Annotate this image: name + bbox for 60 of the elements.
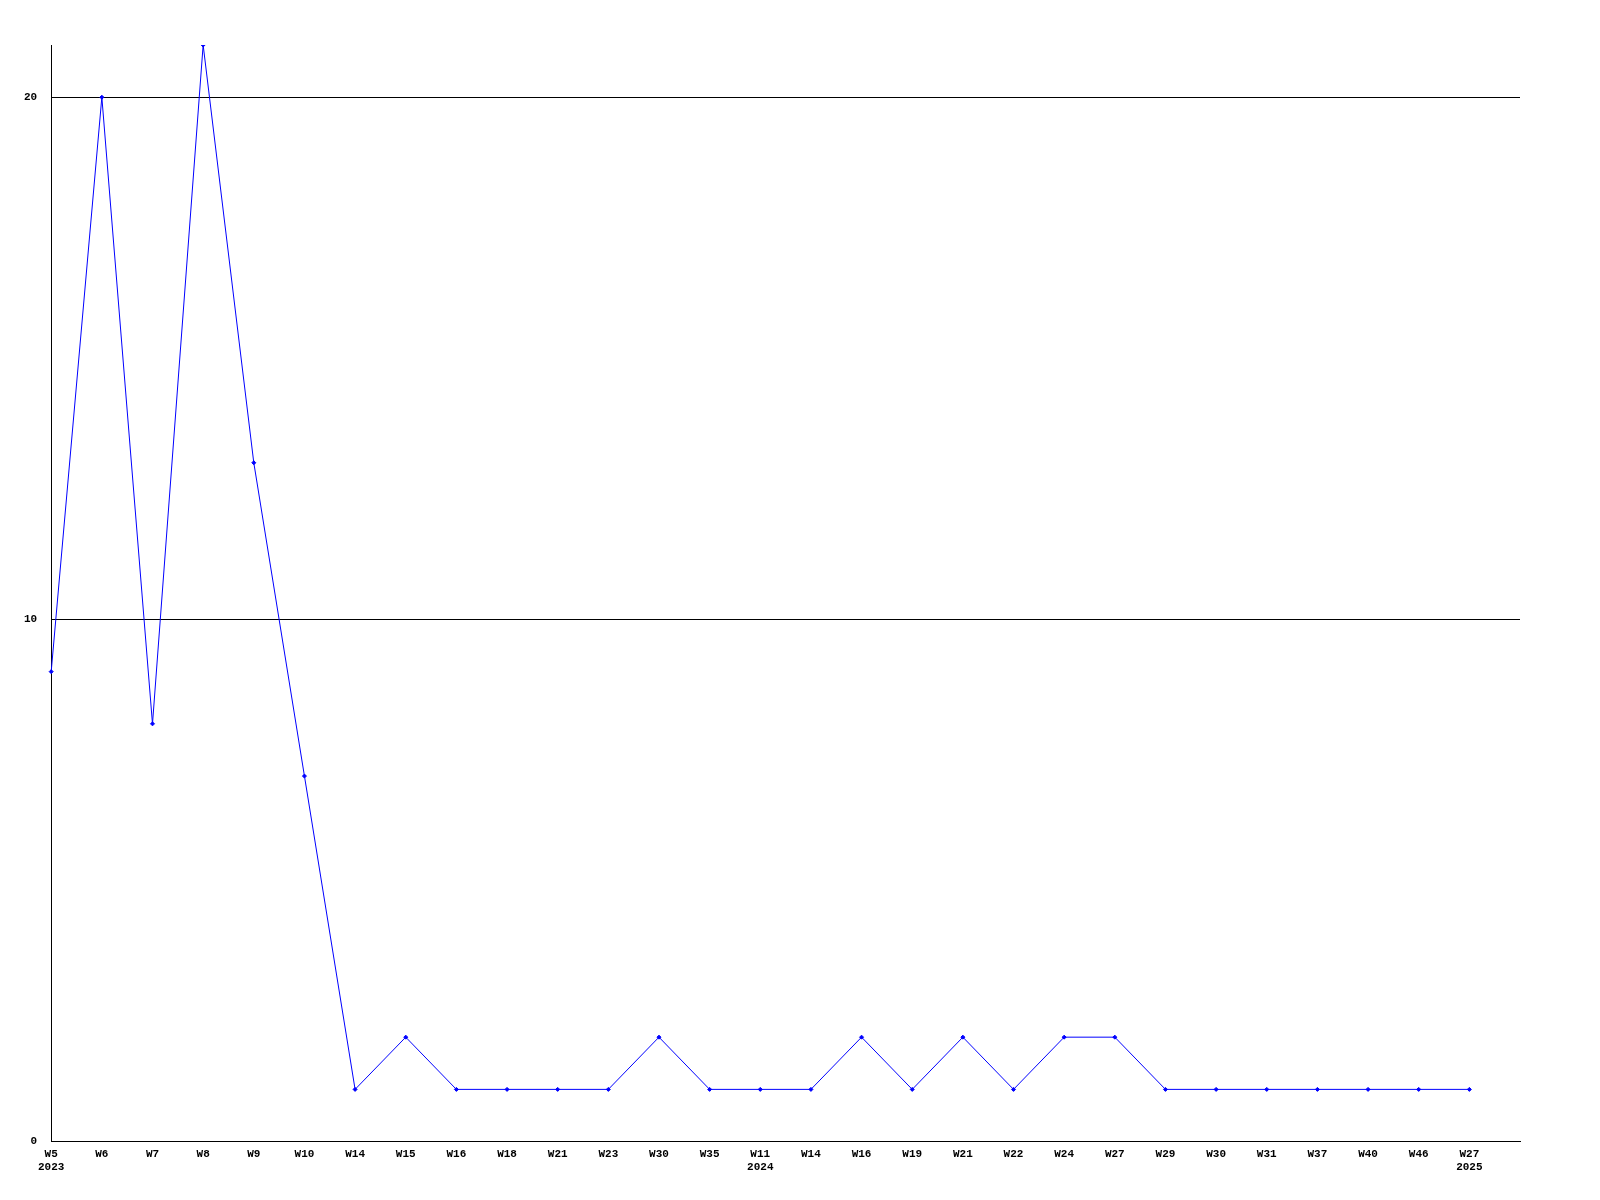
point bbox=[1011, 1086, 1017, 1092]
point bbox=[1162, 1086, 1168, 1092]
x-tick-label: W6 bbox=[95, 1147, 109, 1160]
x-tick-label: W8 bbox=[196, 1147, 211, 1160]
point bbox=[352, 1086, 358, 1092]
x-tick-label: W21 bbox=[547, 1147, 568, 1160]
point bbox=[1264, 1086, 1270, 1092]
point bbox=[757, 1086, 763, 1092]
x-tick-label: W16 bbox=[446, 1147, 467, 1160]
point bbox=[808, 1086, 814, 1092]
point bbox=[453, 1086, 459, 1092]
point bbox=[1061, 1034, 1067, 1040]
x-tick-label: W11 2024 bbox=[747, 1147, 774, 1174]
x-tick-label: W40 bbox=[1358, 1147, 1378, 1160]
point bbox=[403, 1034, 409, 1040]
x-tick-label: W30 bbox=[1206, 1147, 1227, 1160]
point bbox=[48, 669, 54, 675]
x-tick-label: W37 bbox=[1307, 1147, 1328, 1160]
x-tick-label: W5 2023 bbox=[38, 1147, 65, 1174]
y-tick-label: 20 bbox=[24, 90, 38, 103]
x-tick-label: W16 bbox=[851, 1147, 872, 1160]
y-tick-label: 10 bbox=[24, 613, 38, 626]
x-tick-label: W18 bbox=[497, 1147, 518, 1160]
y-tick-label: 0 bbox=[30, 1135, 38, 1148]
point bbox=[504, 1086, 510, 1092]
point bbox=[150, 721, 155, 727]
x-tick-label: W24 bbox=[1054, 1147, 1075, 1160]
x-tick-label: W22 bbox=[1003, 1147, 1024, 1160]
x-tick-label: W31 bbox=[1256, 1147, 1278, 1160]
x-tick-label: W23 bbox=[598, 1147, 619, 1160]
point bbox=[99, 94, 105, 100]
x-tick-label: W14 bbox=[345, 1147, 366, 1160]
x-tick-label: W35 bbox=[699, 1147, 720, 1160]
point bbox=[1365, 1086, 1371, 1092]
point bbox=[1213, 1086, 1219, 1092]
point bbox=[1416, 1086, 1422, 1092]
point bbox=[1112, 1034, 1118, 1040]
x-tick-label: W30 bbox=[649, 1147, 669, 1160]
point bbox=[301, 773, 307, 779]
x-tick-label: W19 bbox=[902, 1147, 923, 1160]
point bbox=[960, 1034, 966, 1040]
x-tick-label: W29 bbox=[1155, 1147, 1176, 1160]
point bbox=[605, 1086, 611, 1092]
x-tick-label: W21 bbox=[952, 1147, 974, 1160]
x-tick-label: W9 bbox=[247, 1147, 261, 1160]
point bbox=[656, 1034, 662, 1040]
point bbox=[909, 1086, 915, 1092]
point bbox=[1466, 1086, 1472, 1092]
x-tick-label: W14 bbox=[801, 1147, 822, 1160]
x-tick-label: W27 bbox=[1104, 1147, 1125, 1160]
x-tick-label: W7 bbox=[145, 1147, 160, 1160]
x-tick-label: W46 bbox=[1408, 1147, 1429, 1160]
point bbox=[859, 1034, 865, 1040]
point bbox=[251, 460, 257, 466]
point bbox=[1314, 1086, 1320, 1092]
x-tick-label: W15 bbox=[395, 1147, 417, 1160]
point bbox=[707, 1086, 713, 1092]
x-tick-label: W10 bbox=[294, 1147, 315, 1160]
point bbox=[555, 1086, 561, 1092]
x-tick-label: W27 2025 bbox=[1456, 1147, 1483, 1174]
